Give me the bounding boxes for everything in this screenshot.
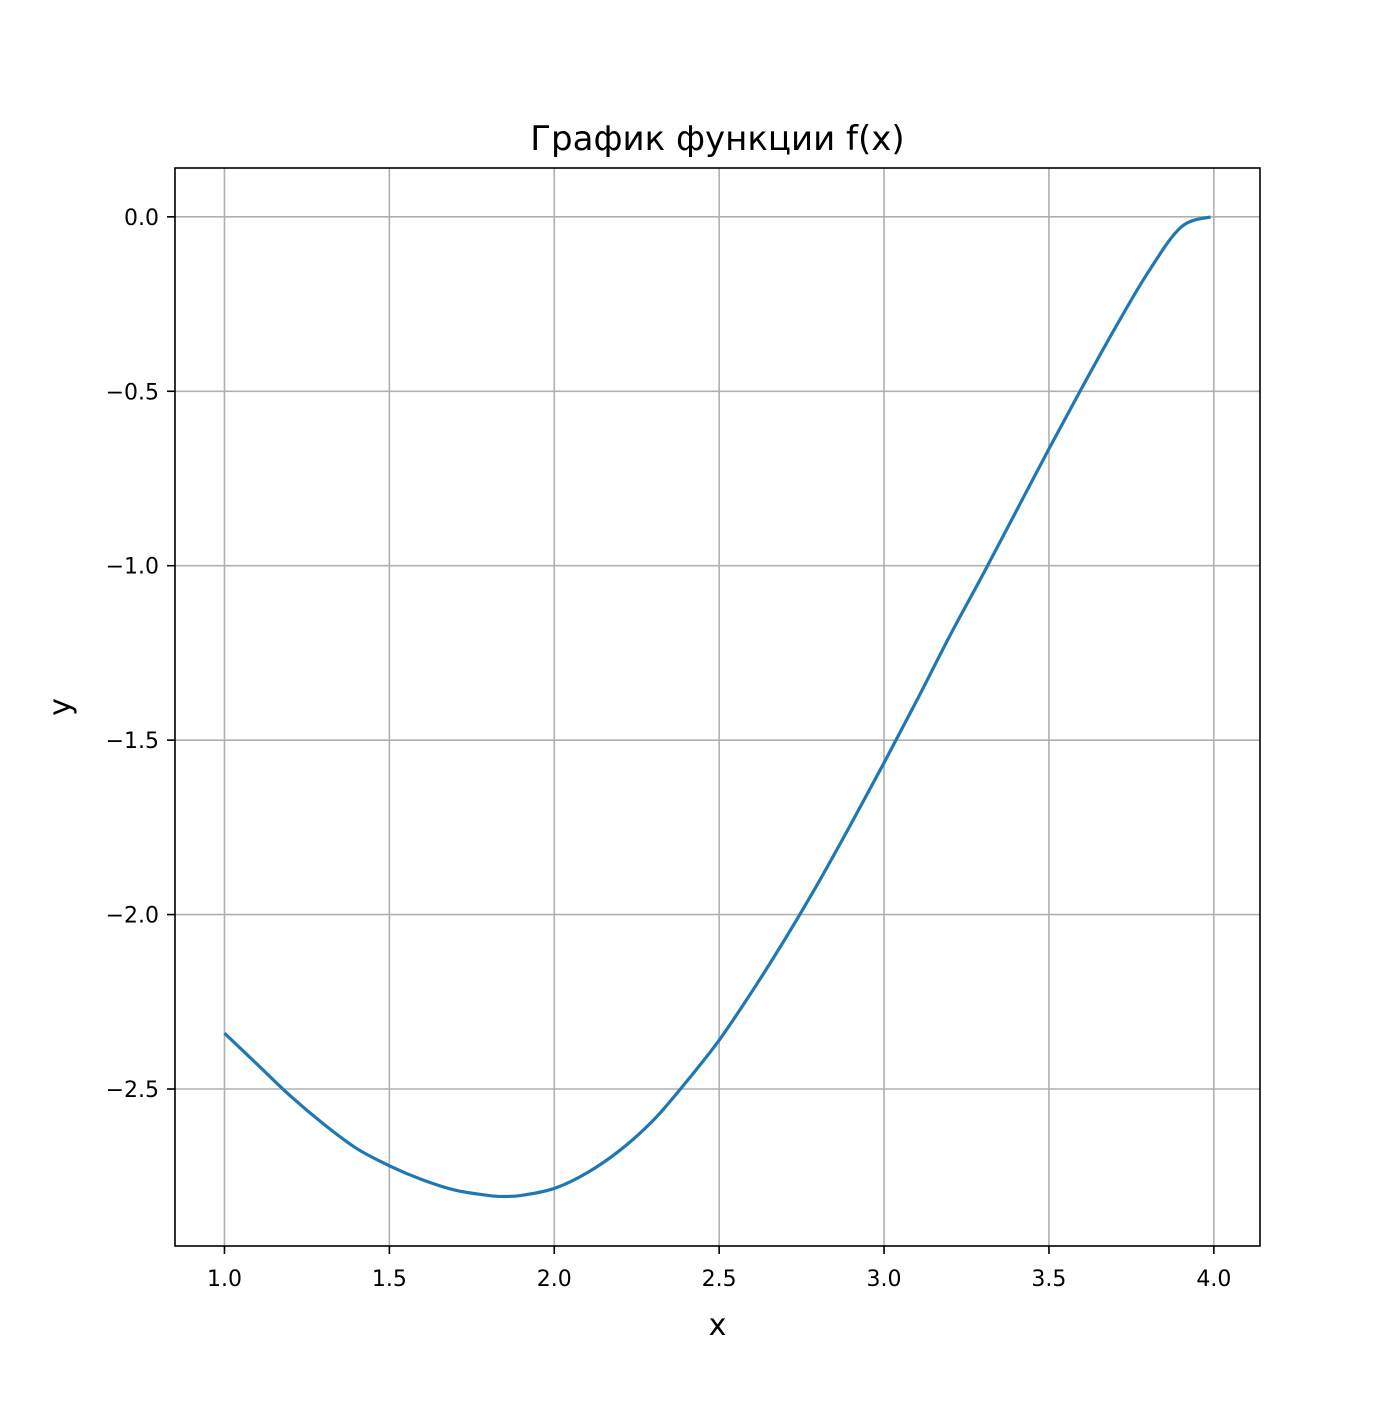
x-tick-label: 4.0 (1196, 1267, 1231, 1292)
x-tick-labels: 1.0 1.5 2.0 2.5 3.0 3.5 4.0 (207, 1267, 1231, 1292)
grid-lines (175, 168, 1260, 1246)
tick-marks (167, 216, 1215, 1254)
y-tick-label: −1.5 (106, 729, 159, 754)
y-tick-label: −0.5 (106, 380, 159, 405)
x-tick-label: 3.5 (1031, 1267, 1066, 1292)
x-tick-label: 1.0 (207, 1267, 242, 1292)
y-tick-label: −2.0 (106, 904, 159, 929)
y-tick-label: 0.0 (124, 206, 159, 231)
y-axis-title: y (43, 698, 78, 716)
series-layer (223, 215, 1212, 1199)
y-tick-label: −2.5 (106, 1078, 159, 1103)
plot-frame (174, 167, 1261, 1247)
x-tick-label: 2.0 (537, 1267, 572, 1292)
y-tick-label: −1.0 (106, 555, 159, 580)
chart-title: График функции f(x) (530, 119, 904, 159)
x-tick-label: 2.5 (702, 1267, 737, 1292)
x-axis-title: x (709, 1308, 727, 1343)
x-tick-label: 3.0 (867, 1267, 902, 1292)
series-line (223, 215, 1212, 1199)
x-tick-label: 1.5 (372, 1267, 407, 1292)
y-tick-labels: 0.0 −0.5 −1.0 −1.5 −2.0 −2.5 (106, 206, 159, 1103)
